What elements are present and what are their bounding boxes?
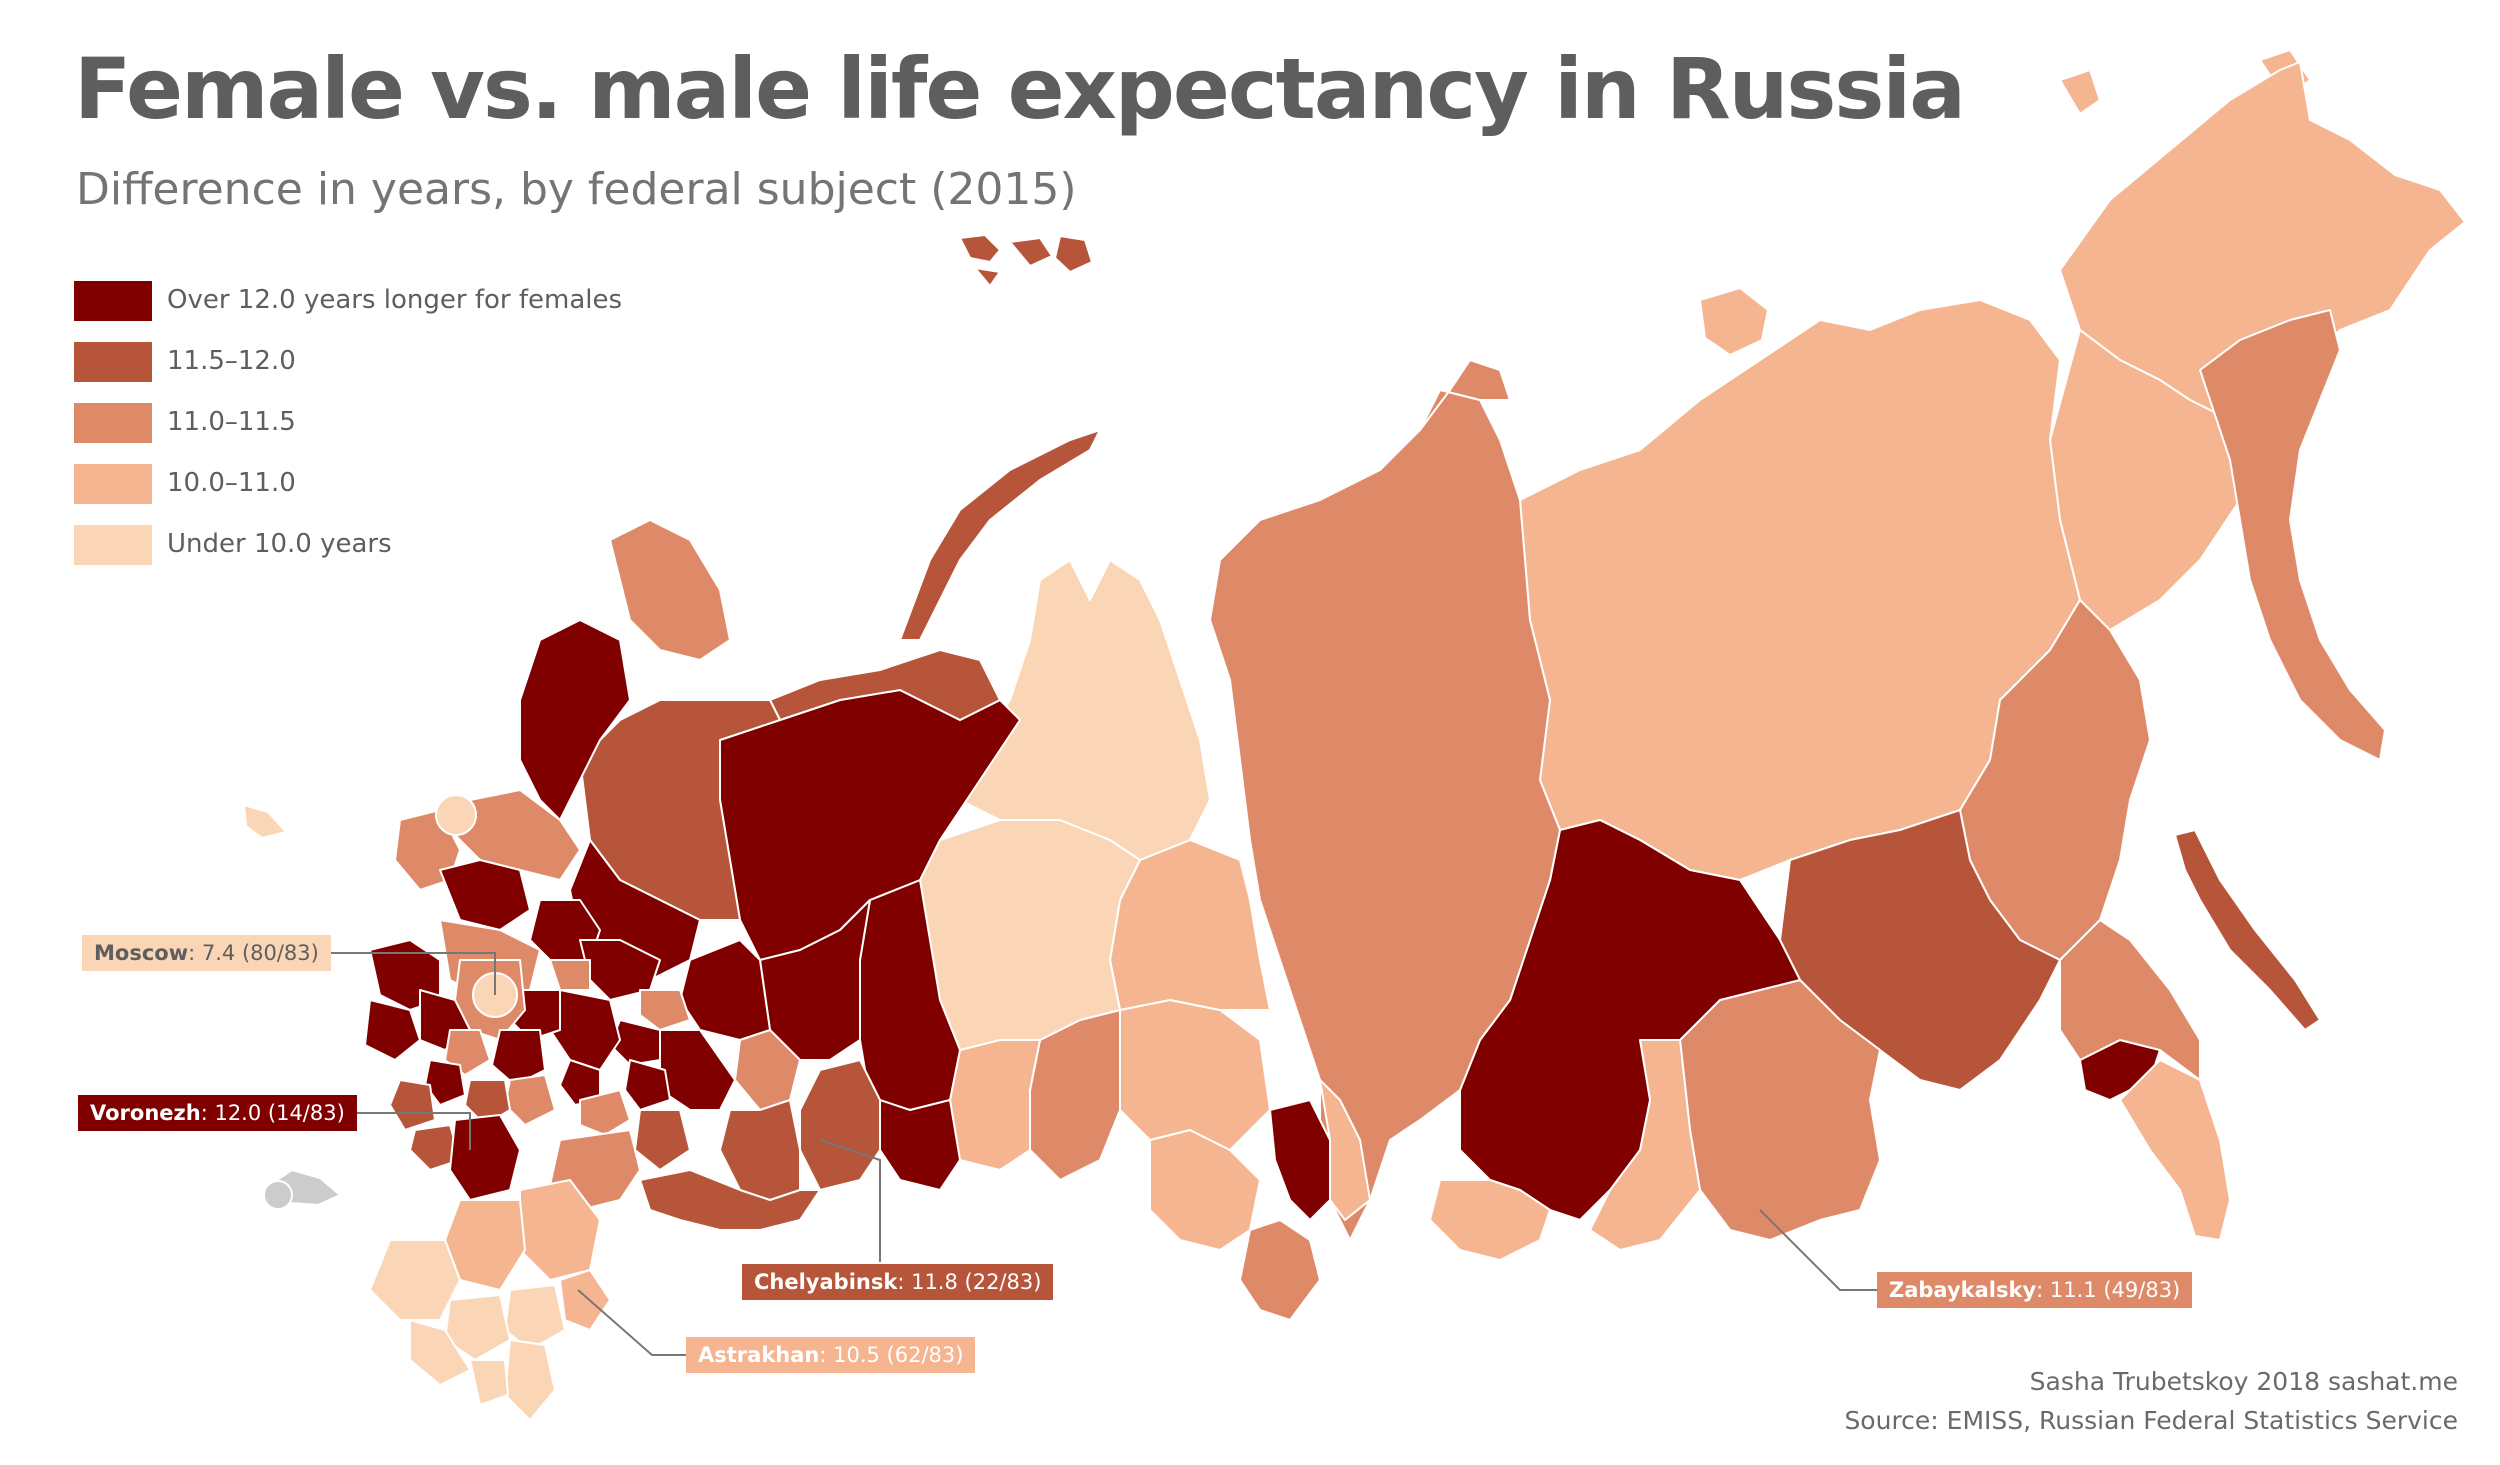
region-nenets — [769, 649, 1001, 721]
region-ulyanovsk — [624, 1059, 671, 1111]
callout-name: Zabaykalsky — [1889, 1278, 2037, 1302]
region-tuva — [1429, 1179, 1551, 1261]
region-kursk — [389, 1079, 436, 1131]
callout-value: 12.0 (14/83) — [214, 1101, 345, 1125]
callout-name: Chelyabinsk — [754, 1270, 898, 1294]
callout-name: Moscow — [94, 941, 189, 965]
region-bashkortostan — [719, 1099, 801, 1201]
region-voronezh — [449, 1114, 521, 1201]
legend-label: 11.5–12.0 — [167, 346, 296, 376]
region-karelia — [519, 619, 631, 821]
region-altai-krai — [1149, 1129, 1261, 1251]
author-credit: Sasha Trubetskoy 2018 sashat.me — [2029, 1367, 2458, 1396]
callout-value: 10.5 (62/83) — [833, 1343, 964, 1367]
region-krasnodar — [369, 1239, 461, 1321]
region-mari-el — [639, 989, 691, 1031]
legend-label: Under 10.0 years — [167, 529, 392, 559]
region-kamchatka — [2199, 309, 2386, 761]
region-kaliningrad — [243, 804, 287, 839]
region-kemerovo — [1319, 1079, 1371, 1221]
region-penza — [579, 1089, 631, 1136]
callout-moscow: Moscow: 7.4 (80/83) — [82, 935, 331, 971]
region-novgorod — [439, 859, 531, 931]
callout-chelyabinsk: Chelyabinsk: 11.8 (22/83) — [742, 1264, 1054, 1300]
leader-moscow — [317, 952, 496, 995]
credit-block: Sasha Trubetskoy 2018 sashat.me Source: … — [1844, 1362, 2458, 1440]
region-astrakhan — [559, 1269, 611, 1331]
region-severnaya-zemlya — [1699, 287, 1769, 356]
callout-astrakhan: Astrakhan: 10.5 (62/83) — [686, 1337, 976, 1373]
callout-value: 11.8 (22/83) — [911, 1270, 1042, 1294]
leader-voronezh — [345, 1112, 471, 1150]
region-murmansk — [609, 519, 731, 661]
region-samara — [634, 1109, 691, 1171]
region-taymyr — [1419, 359, 1511, 431]
region-dagestan — [504, 1339, 556, 1421]
region-tambov — [504, 1074, 556, 1126]
region-kurgan — [879, 1099, 961, 1191]
legend-swatch — [74, 525, 152, 565]
region-north-caucasus — [409, 1319, 471, 1386]
leader-astrakhan — [577, 1289, 686, 1356]
region-franz-josef — [959, 234, 1093, 287]
region-novosibirsk — [1119, 999, 1271, 1151]
region-novaya-zemlya — [899, 429, 1101, 641]
region-belgorod — [409, 1124, 461, 1171]
callout-value: 7.4 (80/83) — [201, 941, 319, 965]
legend-swatch — [74, 342, 152, 382]
callout-voronezh: Voronezh: 12.0 (14/83) — [78, 1095, 357, 1131]
region-tyumen — [949, 1039, 1041, 1171]
region-tatarstan — [659, 1029, 736, 1111]
chart-subtitle: Difference in years, by federal subject … — [76, 164, 1077, 215]
region-stpetersburg — [435, 794, 477, 836]
region-ivanovo — [549, 959, 591, 991]
region-khakassia — [1269, 1099, 1331, 1221]
legend-label: 10.0–11.0 — [167, 468, 296, 498]
region-primorsky — [2119, 1059, 2231, 1241]
region-bryansk — [364, 999, 421, 1061]
region-khabarovsk-south — [2059, 919, 2201, 1081]
callout-value: 11.1 (49/83) — [2049, 1278, 2181, 1302]
region-orenburg — [639, 1169, 821, 1231]
source-credit: Source: EMISS, Russian Federal Statistic… — [1844, 1406, 2458, 1435]
region-orel — [424, 1059, 466, 1106]
chart-title: Female vs. male life expectancy in Russi… — [74, 40, 1966, 138]
callout-name: Astrakhan — [698, 1343, 820, 1367]
callout-zabaykalsky: Zabaykalsky: 11.1 (49/83) — [1877, 1272, 2193, 1308]
legend-swatch — [74, 281, 152, 321]
callout-name: Voronezh — [90, 1101, 201, 1125]
legend-swatch — [74, 464, 152, 504]
leader-zabaykalsky — [1759, 1209, 1877, 1291]
legend-label: Over 12.0 years longer for females — [167, 285, 623, 315]
region-leningrad — [449, 789, 581, 881]
region-altai-republic — [1239, 1219, 1321, 1321]
region-sevastopol — [263, 1180, 293, 1210]
legend-swatch — [74, 403, 152, 443]
region-chelyabinsk — [799, 1059, 881, 1191]
leader-chelyabinsk — [819, 1139, 881, 1262]
legend-label: 11.0–11.5 — [167, 407, 296, 437]
region-sakhalin — [2174, 829, 2321, 1031]
region-chechnya — [469, 1359, 509, 1406]
